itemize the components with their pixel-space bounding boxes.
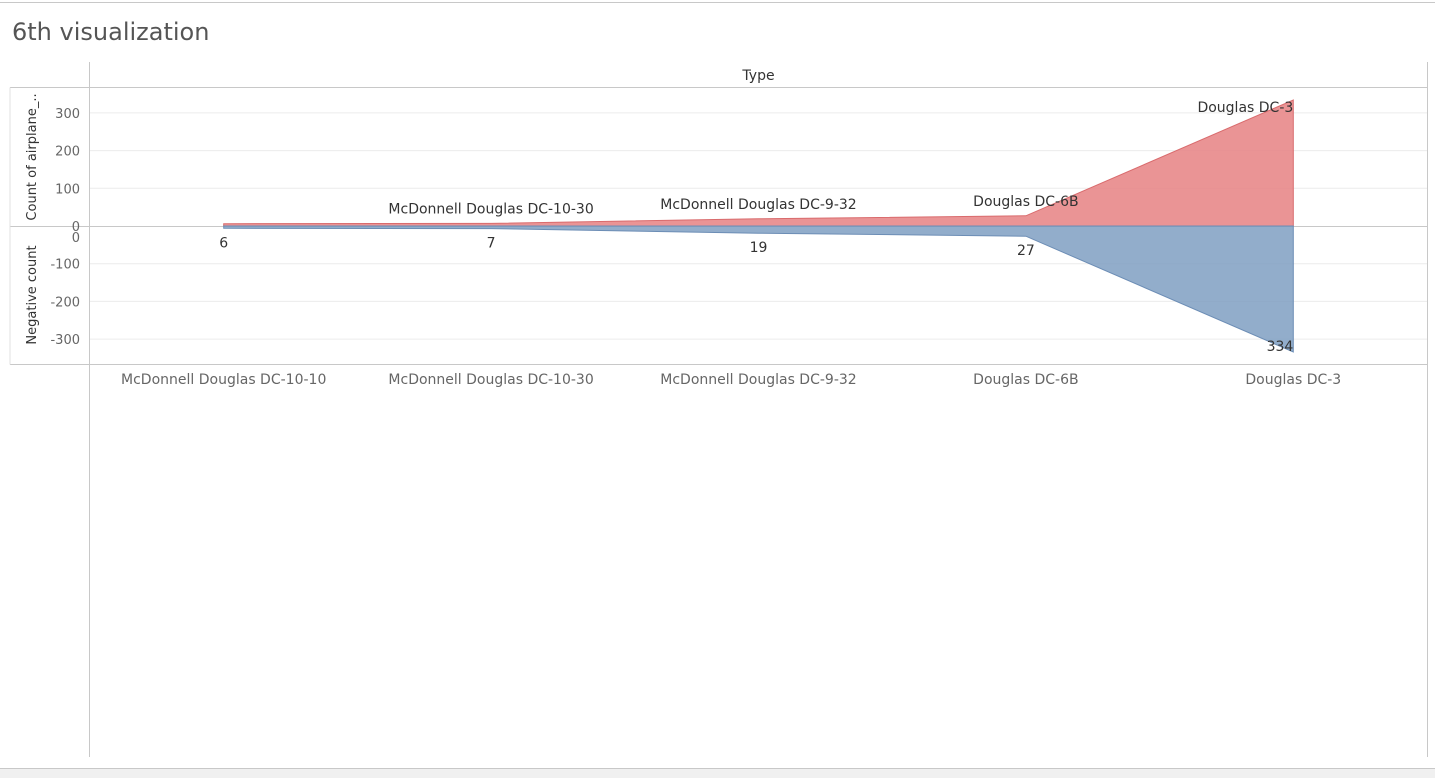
y-tick-label-bottom: -200 [50, 295, 80, 310]
y-tick-label-top: 300 [55, 107, 80, 122]
y-tick-label-bottom: -300 [50, 333, 80, 348]
x-tick-label: McDonnell Douglas DC-10-30 [388, 372, 593, 388]
data-label-top: McDonnell Douglas DC-9-32 [660, 197, 856, 213]
data-label-top: Douglas DC-6B [973, 194, 1078, 210]
y-tick-label-bottom: -100 [50, 258, 80, 273]
area-series [224, 100, 1294, 352]
data-label-top: McDonnell Douglas DC-10-30 [388, 201, 593, 217]
data-label-bottom: 6 [219, 235, 228, 251]
y-axis-title-bottom: Negative count [25, 245, 40, 344]
data-label-bottom: 19 [750, 240, 768, 256]
x-tick-label: McDonnell Douglas DC-9-32 [660, 372, 856, 388]
x-tick-label: Douglas DC-6B [973, 372, 1078, 388]
data-label-bottom: 27 [1017, 243, 1035, 259]
column-header: Type [741, 68, 774, 84]
data-label-top: Douglas DC-3 [1197, 100, 1293, 116]
y-tick-label-top: 100 [55, 182, 80, 197]
y-tick-label-top: 200 [55, 145, 80, 160]
data-label-bottom: 7 [487, 236, 496, 252]
x-tick-label: Douglas DC-3 [1245, 372, 1341, 388]
data-label-bottom: 334 [1267, 339, 1294, 355]
x-tick-label: McDonnell Douglas DC-10-10 [121, 372, 326, 388]
y-axis-title-top: Count of airplane_.. [25, 93, 40, 220]
y-tick-label-bottom: 0 [72, 231, 80, 246]
